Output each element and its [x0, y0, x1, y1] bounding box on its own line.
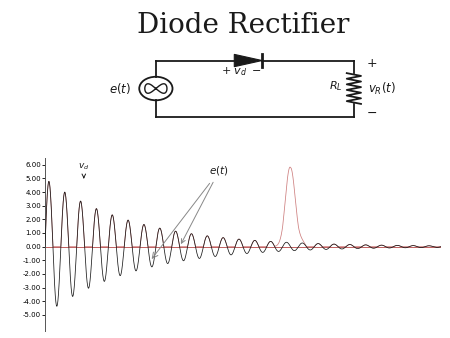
Text: $e(t)$: $e(t)$ [109, 81, 131, 96]
Text: $+\ v_d\ -$: $+\ v_d\ -$ [220, 66, 261, 78]
Text: $-$: $-$ [366, 106, 377, 119]
Text: $v_d$: $v_d$ [78, 161, 90, 178]
Text: $v_R(t)$: $v_R(t)$ [368, 80, 396, 97]
Text: Diode Rectifier: Diode Rectifier [137, 11, 349, 39]
Text: $+$: $+$ [366, 57, 377, 70]
Polygon shape [234, 54, 262, 67]
Text: $R_L$: $R_L$ [329, 79, 343, 93]
Text: $e(t)$: $e(t)$ [181, 164, 229, 243]
